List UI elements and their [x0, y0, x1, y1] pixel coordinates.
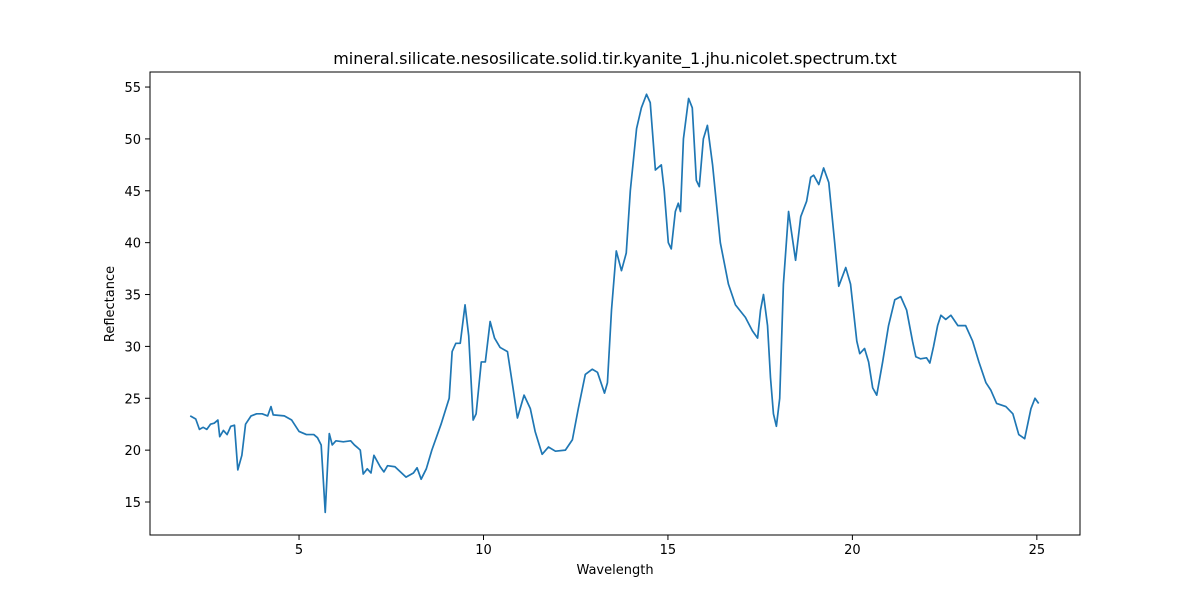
x-axis-label: Wavelength	[576, 563, 653, 578]
x-tick-label: 5	[295, 543, 303, 558]
y-tick-label: 20	[124, 444, 141, 459]
y-tick-label: 40	[124, 237, 141, 252]
x-tick-label: 10	[475, 543, 492, 558]
data-line	[189, 93, 1040, 514]
x-tick-label: 20	[844, 543, 861, 558]
y-tick-label: 30	[124, 340, 141, 355]
x-tick-label: 15	[660, 543, 677, 558]
chart-title: mineral.silicate.nesosilicate.solid.tir.…	[333, 49, 897, 69]
plot-frame	[149, 71, 1081, 536]
x-tick-label: 25	[1029, 543, 1046, 558]
y-tick-label: 15	[124, 496, 141, 511]
y-tick-label: 35	[124, 289, 141, 304]
y-tick-label: 25	[124, 392, 141, 407]
y-tick-label: 55	[124, 81, 141, 96]
y-tick-label: 45	[124, 185, 141, 200]
y-axis-label: Reflectance	[103, 266, 118, 342]
y-tick-label: 50	[124, 133, 141, 148]
